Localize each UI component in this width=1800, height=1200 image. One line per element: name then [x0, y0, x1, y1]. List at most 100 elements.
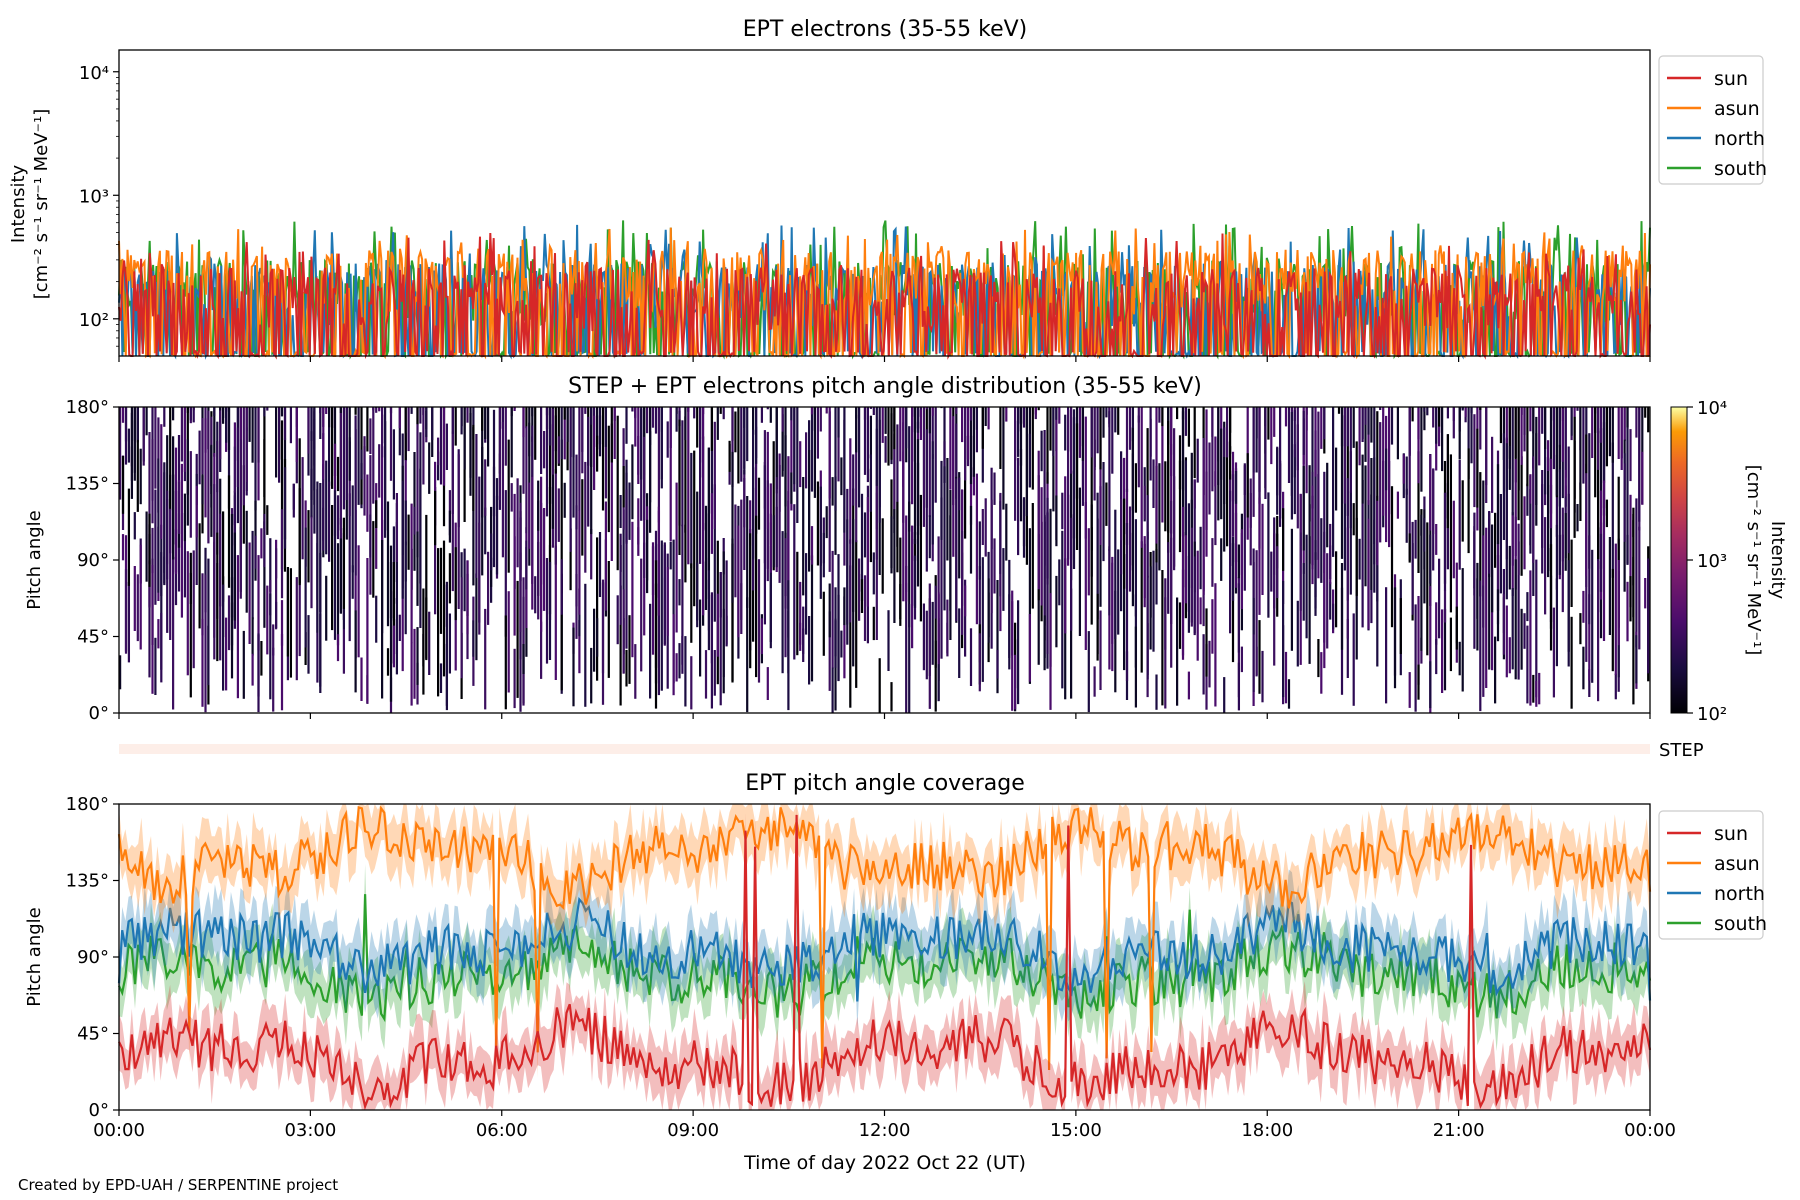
- heatmap-cell: [348, 407, 351, 481]
- heatmap-cell: [236, 555, 240, 699]
- heatmap-cell: [1123, 457, 1126, 535]
- heatmap-cell: [1502, 594, 1506, 655]
- heatmap-cell: [866, 407, 870, 483]
- heatmap-cell: [1125, 523, 1129, 681]
- heatmap-cell: [1346, 619, 1349, 678]
- heatmap-cell: [1541, 470, 1544, 574]
- heatmap-cell: [1526, 625, 1529, 704]
- heatmap-cell: [1555, 407, 1559, 496]
- heatmap-cell: [407, 514, 410, 570]
- heatmap-cell: [710, 407, 714, 451]
- heatmap-cell: [1061, 530, 1064, 689]
- heatmap-cell: [1002, 407, 1005, 510]
- heatmap-cell: [1632, 556, 1635, 705]
- x-tick-label: 03:00: [284, 1120, 336, 1141]
- heatmap-cell: [675, 653, 678, 682]
- heatmap-cell: [896, 501, 899, 573]
- heatmap-cell: [743, 478, 746, 528]
- heatmap-cell: [1176, 597, 1179, 706]
- heatmap-cell: [360, 449, 363, 480]
- heatmap-cell: [1211, 599, 1214, 654]
- heatmap-cell: [472, 620, 475, 657]
- heatmap-cell: [1361, 454, 1364, 504]
- heatmap-cell: [222, 511, 225, 602]
- heatmap-cell: [787, 580, 790, 711]
- heatmap-cell: [1379, 422, 1382, 543]
- heatmap-cell: [590, 529, 593, 580]
- heatmap-cell: [1458, 407, 1461, 460]
- heatmap-cell: [828, 407, 831, 499]
- heatmap-cell: [1202, 450, 1205, 595]
- heatmap-cell: [775, 477, 778, 568]
- heatmap-cell: [928, 407, 931, 517]
- legend-label-north: north: [1714, 883, 1765, 905]
- colorbar-label: Intensity: [1767, 521, 1788, 600]
- heatmap-cell: [189, 451, 192, 538]
- heatmap-cell: [192, 407, 195, 423]
- heatmap-cell: [280, 600, 284, 646]
- heatmap-cell: [1017, 600, 1020, 705]
- heatmap-cell: [481, 407, 484, 431]
- heatmap-cell: [357, 407, 360, 505]
- heatmap-cell: [1435, 639, 1438, 675]
- heatmap-cell: [990, 499, 993, 614]
- heatmap-cell: [419, 407, 422, 424]
- heatmap-cell: [1582, 590, 1585, 623]
- heatmap-cell: [227, 407, 231, 450]
- heatmap-cell: [389, 545, 393, 702]
- heatmap-cell: [1287, 679, 1291, 709]
- heatmap-cell: [852, 454, 855, 506]
- heatmap-cell: [172, 407, 175, 421]
- heatmap-cell: [1173, 428, 1176, 571]
- heatmap-cell: [984, 498, 987, 557]
- heatmap-cell: [283, 407, 287, 441]
- heatmap-cell: [186, 407, 189, 413]
- heatmap-cell: [805, 432, 808, 489]
- heatmap-cell: [1443, 492, 1447, 591]
- heatmap-cell: [1435, 407, 1438, 444]
- heatmap-cell: [1308, 465, 1311, 522]
- heatmap-cell: [1638, 407, 1641, 522]
- heatmap-cell: [1420, 514, 1423, 651]
- heatmap-cell: [1535, 416, 1538, 526]
- heatmap-cell: [964, 407, 967, 481]
- heatmap-cell: [855, 407, 858, 419]
- heatmap-cell: [416, 407, 419, 425]
- heatmap-cell: [157, 619, 160, 649]
- heatmap-cell: [787, 456, 790, 609]
- heatmap-cell: [911, 525, 914, 649]
- heatmap-cell: [1279, 460, 1282, 494]
- heatmap-cell: [333, 443, 337, 536]
- heatmap-cell: [1488, 511, 1491, 670]
- heatmap-cell: [693, 407, 696, 419]
- heatmap-cell: [890, 516, 893, 574]
- heatmap-cell: [1161, 407, 1164, 427]
- heatmap-cell: [227, 475, 231, 588]
- heatmap-cell: [1246, 453, 1249, 518]
- heatmap-cell: [772, 441, 775, 571]
- heatmap-cell: [610, 407, 613, 463]
- heatmap-cell: [1429, 534, 1432, 584]
- heatmap-cell: [119, 407, 122, 500]
- heatmap-cell: [825, 407, 828, 414]
- heatmap-cell: [622, 589, 625, 674]
- heatmap-cell: [363, 436, 366, 516]
- heatmap-cell: [201, 618, 204, 707]
- heatmap-cell: [1597, 560, 1600, 702]
- heatmap-cell: [522, 407, 525, 494]
- heatmap-cell: [972, 467, 976, 496]
- heatmap-cell: [307, 510, 310, 583]
- heatmap-cell: [996, 580, 999, 694]
- heatmap-cell: [1323, 471, 1326, 574]
- heatmap-cell: [1611, 568, 1614, 672]
- heatmap-cell: [852, 519, 855, 667]
- heatmap-cell: [310, 407, 313, 517]
- heatmap-cell: [690, 563, 693, 643]
- heatmap-cell: [1576, 504, 1579, 532]
- heatmap-cell: [843, 587, 846, 626]
- heatmap-cell: [186, 439, 189, 526]
- heatmap-cell: [1364, 407, 1367, 462]
- heatmap-cell: [157, 458, 160, 593]
- heatmap-cell: [333, 407, 337, 476]
- heatmap-cell: [163, 407, 166, 427]
